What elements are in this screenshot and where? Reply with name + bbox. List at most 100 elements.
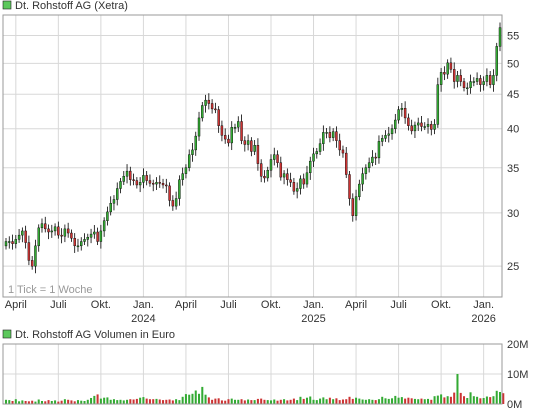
candle-body-down	[168, 185, 171, 201]
candle	[407, 113, 410, 131]
candle-body-up	[446, 62, 449, 75]
volume-bar	[63, 399, 66, 404]
volume-bar	[446, 396, 449, 404]
candle-body-up	[17, 234, 21, 240]
candle-body-down	[227, 138, 230, 144]
candle	[37, 224, 40, 252]
volume-bar	[479, 398, 482, 404]
candle	[384, 130, 387, 142]
candle	[354, 189, 358, 221]
volume-bar	[495, 390, 498, 404]
candle-body-up	[361, 173, 364, 185]
candle-body-up	[14, 239, 18, 244]
candle-body-up	[416, 122, 420, 126]
candle	[472, 77, 476, 87]
volume-bar	[358, 398, 361, 404]
volume-bar	[83, 401, 86, 404]
candle	[24, 225, 27, 249]
volume-bar	[276, 400, 279, 404]
candle	[11, 234, 14, 250]
volume-bar	[54, 400, 57, 404]
candle	[452, 62, 456, 89]
candle-body-down	[207, 99, 211, 104]
candle	[197, 111, 201, 141]
candle	[364, 164, 368, 180]
volume-bar	[440, 394, 443, 404]
candle	[237, 116, 240, 132]
candle	[57, 221, 60, 239]
candle-body-up	[273, 154, 276, 160]
volume-bar	[492, 396, 495, 404]
volume-bar	[381, 396, 384, 404]
volume-bar	[162, 400, 165, 404]
volume-bar	[99, 398, 102, 404]
price-y-axis: 25 30 35 40 45 50 55	[507, 31, 519, 274]
candle	[135, 177, 139, 189]
volume-bar	[368, 399, 371, 404]
price-y-tick-label: 25	[507, 261, 519, 273]
candle-body-down	[129, 170, 132, 180]
volume-bar	[482, 398, 485, 404]
volume-bar	[260, 398, 263, 404]
candle	[443, 66, 446, 81]
volume-bar	[305, 397, 308, 404]
volume-bar	[181, 396, 184, 404]
candle-body-down	[220, 125, 224, 136]
candle	[433, 119, 436, 135]
volume-bar	[319, 398, 322, 404]
candle	[165, 178, 168, 193]
candle	[227, 134, 230, 147]
volume-bar	[286, 400, 289, 404]
volume-bar	[436, 395, 439, 404]
price-y-tick-label: 50	[507, 58, 519, 70]
candle-body-up	[204, 99, 207, 106]
candle	[374, 152, 377, 165]
candle-body-up	[194, 135, 197, 151]
candle-body-up	[498, 27, 502, 47]
candle	[191, 142, 194, 162]
candle-body-up	[181, 173, 184, 180]
volume-bar	[211, 399, 214, 404]
volume-bar	[126, 399, 129, 404]
volume-bar	[122, 400, 125, 404]
candle	[345, 147, 348, 179]
volume-bar	[11, 401, 14, 404]
volume-bar	[227, 399, 230, 404]
candle-body-down	[479, 78, 482, 85]
volume-bar	[413, 398, 416, 404]
candle-body-down	[44, 223, 47, 230]
candle	[335, 126, 338, 148]
volume-bar	[184, 394, 187, 404]
volume-bars	[4, 374, 505, 404]
candle-body-down	[223, 135, 227, 140]
volume-bar	[132, 399, 135, 404]
volume-bar	[387, 398, 390, 404]
candle-body-up	[50, 230, 54, 233]
candle	[403, 101, 407, 124]
candle-body-up	[178, 179, 181, 199]
candle-body-up	[492, 75, 495, 85]
price-x-year-label: 2025	[301, 313, 325, 325]
candle	[318, 138, 322, 156]
volume-bar	[80, 400, 83, 404]
candle	[299, 175, 302, 195]
candle-body-down	[132, 179, 135, 181]
candle-body-up	[191, 149, 194, 155]
candle-body-up	[125, 170, 129, 177]
volume-bar	[302, 398, 305, 404]
legend-swatch	[2, 0, 12, 10]
candle-body-down	[338, 140, 341, 151]
volume-bar	[355, 397, 358, 404]
volume-bar	[73, 401, 76, 404]
candle-body-down	[217, 109, 220, 126]
candle-body-up	[358, 183, 361, 197]
candle	[102, 217, 106, 237]
candle-body-up	[40, 223, 44, 229]
candle-body-down	[345, 152, 348, 175]
candle-body-down	[449, 62, 453, 70]
candle	[14, 235, 18, 249]
candle	[112, 195, 116, 211]
candle	[322, 125, 325, 151]
volume-bar	[135, 398, 138, 404]
candle-body-up	[305, 172, 309, 185]
